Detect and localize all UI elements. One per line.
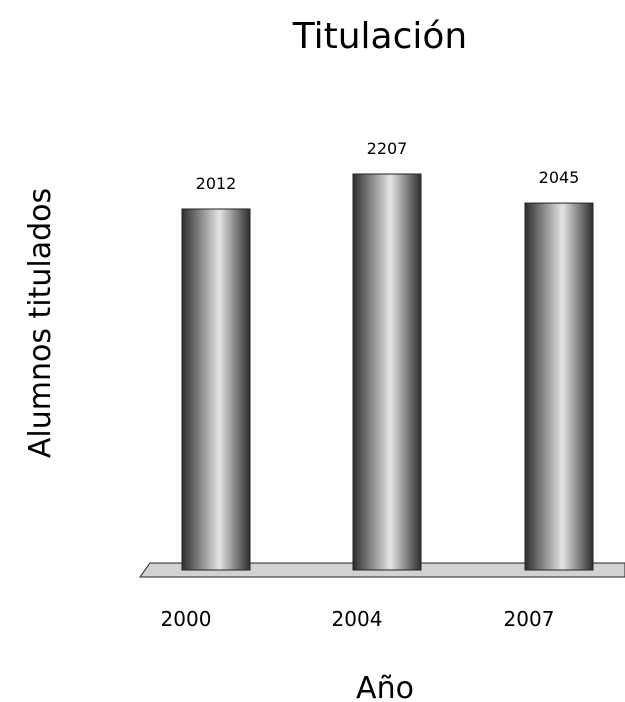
bar-2000 bbox=[181, 208, 251, 571]
bar-2004 bbox=[352, 173, 422, 571]
bar-2007 bbox=[524, 202, 594, 571]
chart-title: Titulación bbox=[292, 16, 468, 57]
value-label-2007: 2045 bbox=[539, 168, 580, 187]
x-tick-2004: 2004 bbox=[332, 607, 383, 631]
bars-group bbox=[181, 173, 594, 571]
value-label-2004: 2207 bbox=[367, 139, 408, 158]
y-axis-label: Alumnos titulados bbox=[23, 188, 58, 458]
value-label-2000: 2012 bbox=[196, 174, 237, 193]
value-labels-group: 2012 2207 2045 bbox=[196, 139, 580, 193]
x-tick-2000: 2000 bbox=[161, 607, 212, 631]
x-tick-labels-group: 2000 2004 2007 bbox=[161, 607, 555, 631]
x-axis-label: Año bbox=[356, 671, 414, 702]
x-tick-2007: 2007 bbox=[504, 607, 555, 631]
